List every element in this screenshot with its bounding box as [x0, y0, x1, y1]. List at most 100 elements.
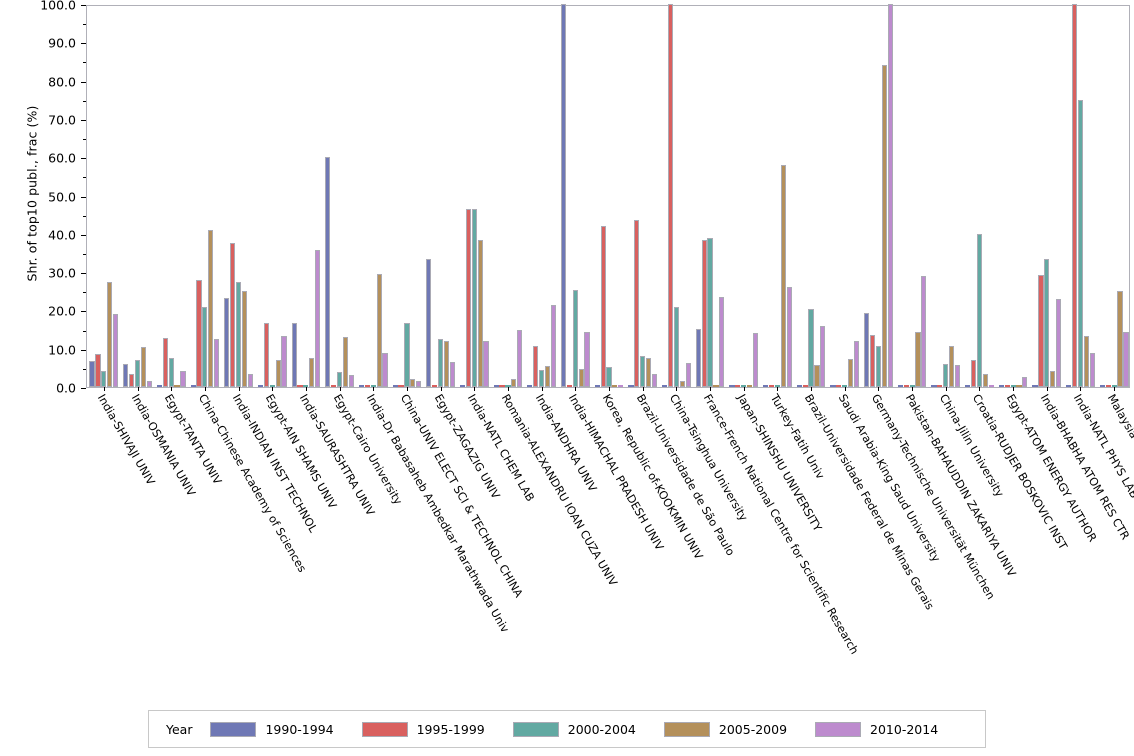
bar — [667, 4, 674, 387]
x-tick-mark — [171, 387, 173, 391]
x-tick-mark — [1013, 387, 1015, 391]
bar — [156, 385, 163, 387]
x-tick-mark — [406, 387, 408, 391]
y-tick-mark — [81, 273, 86, 275]
bar — [224, 298, 230, 387]
x-tick-mark — [204, 387, 206, 391]
bar — [976, 233, 983, 387]
bar — [1016, 385, 1022, 387]
legend-label: 2005-2009 — [718, 721, 788, 737]
bar-group — [931, 6, 961, 387]
bar — [685, 363, 691, 387]
bar — [398, 385, 404, 387]
bar — [848, 359, 854, 387]
y-axis-ticks: 0.0 10.0 20.0 30.0 40.0 50.0 60.0 70.0 80.0 90.0 1… — [0, 0, 86, 756]
bar — [881, 65, 887, 387]
bar — [943, 364, 949, 387]
bar — [1123, 332, 1129, 387]
x-tick-mark — [305, 387, 307, 391]
bar — [459, 385, 466, 387]
bar — [618, 385, 624, 387]
legend-entry[interactable]: 2010-2014 — [815, 721, 938, 737]
bar — [853, 341, 860, 387]
legend-entry[interactable]: 1990-1994 — [210, 721, 334, 737]
bar — [263, 323, 269, 387]
bar — [465, 208, 471, 387]
bar — [1099, 385, 1105, 387]
legend-swatch — [815, 721, 862, 737]
x-tick-mark — [979, 387, 981, 391]
bar — [196, 279, 202, 387]
bar — [988, 385, 994, 387]
x-tick-mark — [676, 387, 678, 391]
bar — [560, 4, 567, 387]
bar — [808, 309, 814, 387]
x-tick-mark — [912, 387, 914, 391]
bar — [640, 356, 646, 387]
bar — [937, 385, 943, 387]
x-tick-label: France-French National Centre for Scient… — [700, 392, 862, 657]
bar — [517, 329, 523, 387]
bar-group — [863, 4, 893, 387]
bar — [774, 385, 780, 387]
bar — [600, 226, 606, 387]
x-tick-mark — [474, 387, 476, 391]
bar — [539, 369, 545, 387]
bar — [954, 364, 961, 387]
bar — [275, 360, 281, 387]
legend-entry[interactable]: 2005-2009 — [663, 721, 788, 737]
bar-group — [762, 6, 792, 387]
bar-group — [1065, 4, 1095, 387]
bar — [443, 341, 450, 387]
x-tick-label: Egypt-ZAGAZIG UNIV — [431, 392, 502, 502]
bar-group — [729, 6, 759, 387]
bar — [713, 385, 719, 387]
bar — [651, 373, 658, 387]
bar — [315, 249, 321, 387]
x-tick-label: Germany-Technische Universität München — [869, 392, 998, 602]
bar — [970, 360, 977, 387]
bar — [134, 359, 141, 387]
y-tick-mark — [81, 196, 86, 198]
bar — [544, 365, 551, 387]
bar — [1022, 377, 1028, 387]
bar — [342, 337, 349, 387]
bar — [707, 238, 713, 387]
x-tick-mark — [642, 387, 644, 391]
bar-group — [661, 4, 691, 387]
bar — [701, 239, 707, 387]
bar — [746, 385, 753, 387]
bar — [673, 307, 679, 387]
x-tick-mark — [844, 387, 846, 391]
bar-group — [695, 6, 725, 387]
x-tick-mark — [440, 387, 442, 391]
bar-group — [257, 6, 287, 387]
bar — [931, 385, 937, 387]
bar — [820, 325, 826, 387]
bar — [1083, 336, 1089, 387]
bar — [107, 281, 113, 387]
bar — [836, 385, 842, 387]
x-tick-mark — [878, 387, 880, 391]
legend-entry[interactable]: 2000-2004 — [512, 721, 636, 737]
bar — [449, 362, 455, 387]
legend-entry[interactable]: 1995-1999 — [361, 721, 485, 737]
bar — [1077, 99, 1084, 387]
y-tick-mark — [81, 388, 86, 389]
bar — [842, 385, 848, 387]
bar — [634, 220, 640, 387]
bar-group — [998, 6, 1028, 387]
plot-area — [86, 4, 1130, 391]
y-tick-label: 10.0 — [48, 342, 76, 358]
bar — [921, 275, 927, 387]
legend-swatch — [663, 721, 710, 737]
y-tick-minor-mark — [83, 177, 86, 179]
x-tick-label: Brazil-Universidade Federal de Minas Ger… — [801, 392, 937, 613]
legend: Year 1990-1994 1995-1999 2000-2004 2005-200… — [148, 710, 986, 748]
y-tick-label: 50.0 — [48, 189, 76, 204]
y-tick-label: 70.0 — [48, 112, 76, 128]
bar — [982, 373, 988, 387]
y-tick-mark — [81, 234, 86, 236]
bar — [95, 354, 101, 387]
bar — [162, 337, 168, 387]
